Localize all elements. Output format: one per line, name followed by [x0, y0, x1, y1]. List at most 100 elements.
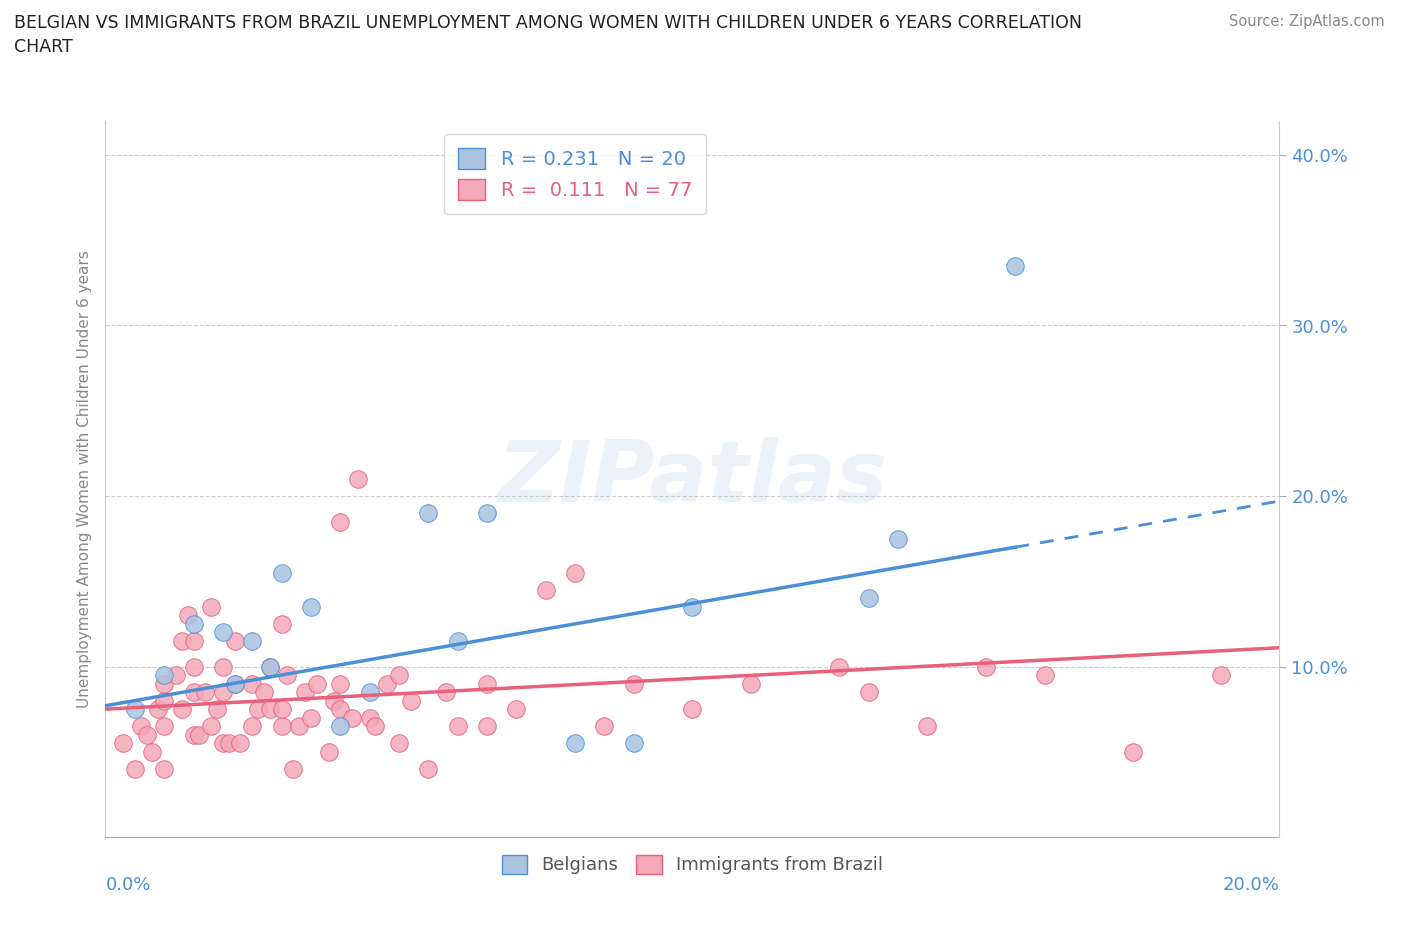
Point [475, 506, 498, 521]
Point [205, 702, 228, 717]
Point [224, 633, 246, 648]
Point [170, 702, 193, 717]
Point [211, 625, 233, 640]
Point [299, 600, 322, 615]
Point [740, 676, 762, 691]
Point [1004, 259, 1026, 273]
Point [623, 676, 645, 691]
Point [682, 600, 704, 615]
Point [211, 736, 233, 751]
Point [270, 617, 292, 631]
Point [276, 668, 298, 683]
Point [224, 676, 246, 691]
Point [828, 659, 851, 674]
Text: Source: ZipAtlas.com: Source: ZipAtlas.com [1229, 14, 1385, 29]
Point [211, 684, 233, 699]
Point [388, 668, 411, 683]
Point [887, 531, 910, 546]
Point [447, 719, 470, 734]
Point [218, 736, 240, 751]
Point [124, 762, 146, 777]
Point [323, 693, 346, 708]
Point [340, 711, 363, 725]
Point [505, 702, 527, 717]
Point [418, 762, 440, 777]
Point [259, 702, 281, 717]
Legend: Belgians, Immigrants from Brazil: Belgians, Immigrants from Brazil [495, 847, 890, 882]
Point [240, 719, 263, 734]
Point [329, 702, 352, 717]
Point [124, 702, 146, 717]
Point [564, 736, 586, 751]
Point [183, 633, 205, 648]
Point [176, 608, 198, 623]
Point [359, 711, 381, 725]
Point [564, 565, 586, 580]
Point [283, 762, 305, 777]
Point [418, 506, 440, 521]
Point [141, 744, 163, 759]
Point [224, 676, 246, 691]
Text: 20.0%: 20.0% [1223, 876, 1279, 894]
Point [194, 684, 217, 699]
Point [211, 659, 233, 674]
Point [364, 719, 387, 734]
Point [858, 684, 880, 699]
Point [112, 736, 135, 751]
Point [200, 600, 222, 615]
Point [270, 719, 292, 734]
Point [153, 676, 176, 691]
Point [170, 633, 193, 648]
Y-axis label: Unemployment Among Women with Children Under 6 years: Unemployment Among Women with Children U… [77, 250, 93, 708]
Point [623, 736, 645, 751]
Point [183, 659, 205, 674]
Point [229, 736, 252, 751]
Point [153, 693, 176, 708]
Point [153, 762, 176, 777]
Point [388, 736, 411, 751]
Point [148, 702, 170, 717]
Point [318, 744, 340, 759]
Point [129, 719, 152, 734]
Point [240, 633, 263, 648]
Point [200, 719, 222, 734]
Point [347, 472, 370, 486]
Point [259, 659, 281, 674]
Point [183, 617, 205, 631]
Point [165, 668, 187, 683]
Point [434, 684, 457, 699]
Point [247, 702, 270, 717]
Point [1209, 668, 1232, 683]
Point [153, 719, 176, 734]
Point [447, 633, 470, 648]
Point [475, 719, 498, 734]
Point [259, 659, 281, 674]
Point [375, 676, 398, 691]
Point [294, 684, 316, 699]
Point [299, 711, 322, 725]
Point [534, 582, 557, 597]
Text: 0.0%: 0.0% [105, 876, 150, 894]
Point [183, 727, 205, 742]
Point [153, 668, 176, 683]
Point [329, 719, 352, 734]
Point [183, 684, 205, 699]
Point [593, 719, 616, 734]
Point [253, 684, 276, 699]
Point [270, 565, 292, 580]
Point [329, 514, 352, 529]
Point [1033, 668, 1056, 683]
Point [359, 684, 381, 699]
Point [135, 727, 157, 742]
Point [329, 676, 352, 691]
Point [188, 727, 211, 742]
Point [240, 676, 263, 691]
Point [858, 591, 880, 605]
Text: ZIPatlas: ZIPatlas [498, 437, 887, 521]
Point [399, 693, 422, 708]
Point [917, 719, 939, 734]
Text: BELGIAN VS IMMIGRANTS FROM BRAZIL UNEMPLOYMENT AMONG WOMEN WITH CHILDREN UNDER 6: BELGIAN VS IMMIGRANTS FROM BRAZIL UNEMPL… [14, 14, 1083, 56]
Point [1122, 744, 1144, 759]
Point [974, 659, 997, 674]
Point [682, 702, 704, 717]
